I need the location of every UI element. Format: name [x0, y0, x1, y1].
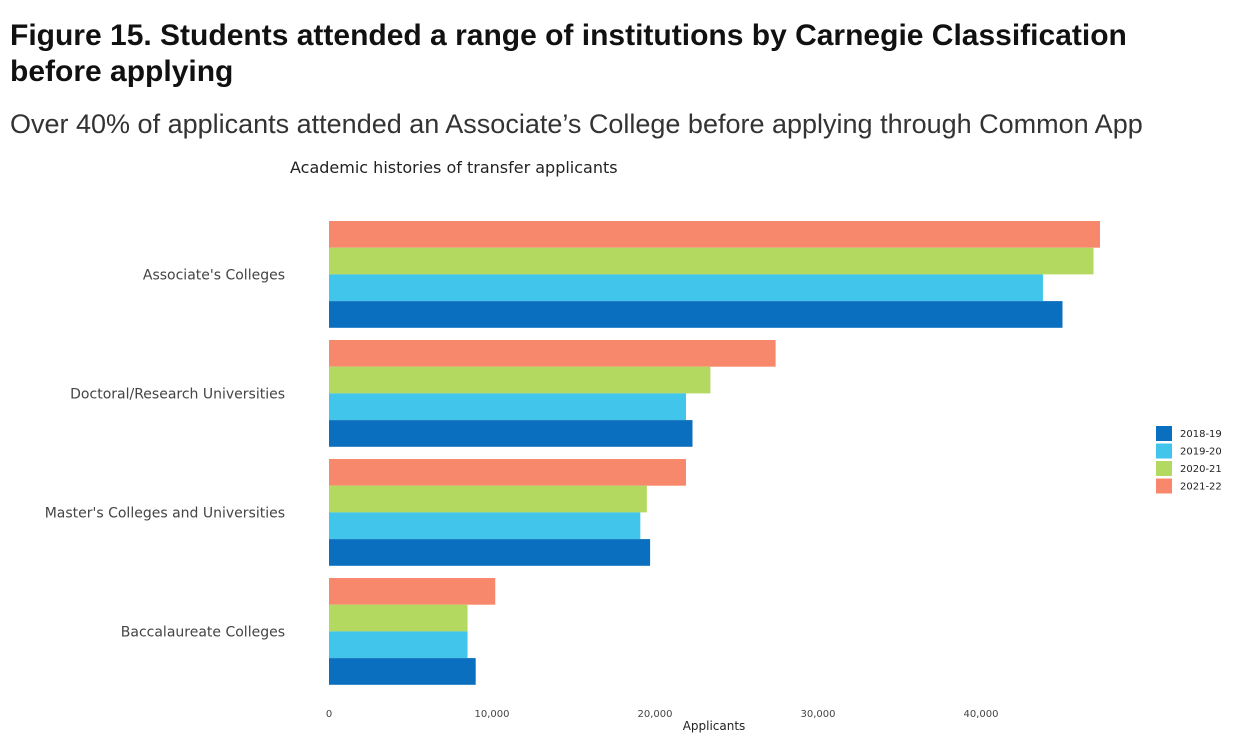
- x-tick-label: 20,000: [638, 709, 673, 720]
- category-label: Doctoral/Research Universities: [70, 386, 285, 402]
- category-label: Baccalaureate Colleges: [121, 624, 285, 640]
- category-labels: Associate's Colleges Doctoral/Research Un…: [45, 267, 285, 640]
- bar: [329, 393, 686, 421]
- bar: [329, 578, 496, 605]
- bar: [329, 512, 641, 540]
- x-tick-label: 0: [326, 709, 332, 720]
- legend-swatch: [1156, 443, 1172, 459]
- legend-swatch: [1156, 461, 1172, 476]
- bar: [329, 658, 476, 685]
- legend: 2018-19 2019-20 2020-21 2021-22: [1156, 426, 1222, 494]
- category-label: Master's Colleges and Universities: [45, 505, 285, 521]
- category-label: Associate's Colleges: [143, 267, 285, 283]
- x-tick-label: 30,000: [801, 709, 836, 720]
- bar: [329, 247, 1094, 275]
- legend-label: 2018-19: [1180, 429, 1222, 440]
- bar: [329, 340, 776, 367]
- bar: [329, 604, 468, 632]
- legend-label: 2020-21: [1180, 464, 1222, 475]
- bar: [329, 420, 693, 447]
- bar: [329, 366, 711, 394]
- chart-title: Academic histories of transfer applicant…: [290, 158, 618, 177]
- bar: [329, 274, 1043, 302]
- x-tick-label: 40,000: [964, 709, 999, 720]
- legend-swatch: [1156, 426, 1172, 441]
- bar: [329, 459, 686, 486]
- bar: [329, 485, 647, 513]
- legend-swatch: [1156, 478, 1172, 494]
- figure-subtitle: Over 40% of applicants attended an Assoc…: [10, 109, 1143, 139]
- legend-label: 2019-20: [1180, 447, 1222, 458]
- x-axis-label: Applicants: [683, 719, 746, 733]
- bars-group: [329, 221, 1100, 685]
- x-tick-label: 10,000: [475, 709, 510, 720]
- x-tick-labels: 0 10,000 20,000 30,000 40,000: [326, 709, 999, 720]
- bar: [329, 539, 651, 566]
- bar: [329, 221, 1100, 248]
- legend-label: 2021-22: [1180, 482, 1222, 493]
- bar: [329, 301, 1063, 328]
- bar: [329, 631, 468, 659]
- figure-title: Figure 15. Students attended a range of …: [10, 19, 1127, 88]
